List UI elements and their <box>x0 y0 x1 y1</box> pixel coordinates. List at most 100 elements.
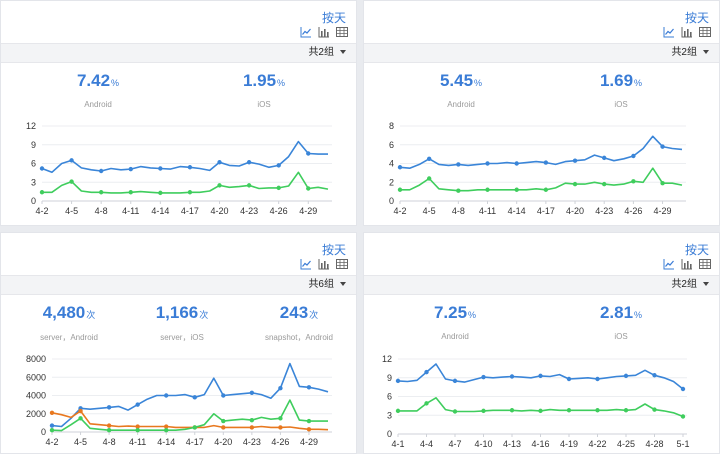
data-point[interactable] <box>680 414 686 419</box>
data-point[interactable] <box>39 190 45 195</box>
data-point[interactable] <box>424 401 429 406</box>
data-point[interactable] <box>78 416 83 421</box>
data-point[interactable] <box>397 187 403 192</box>
table-icon[interactable] <box>336 26 348 38</box>
data-point[interactable] <box>164 393 169 398</box>
data-point[interactable] <box>538 373 543 379</box>
data-point[interactable] <box>192 395 197 400</box>
data-point[interactable] <box>543 187 549 192</box>
data-point[interactable] <box>572 158 578 163</box>
data-point[interactable] <box>49 410 55 416</box>
data-point[interactable] <box>135 427 140 433</box>
data-point[interactable] <box>135 402 140 407</box>
data-point[interactable] <box>538 408 543 414</box>
data-point[interactable] <box>514 187 519 192</box>
data-point[interactable] <box>164 424 169 429</box>
data-point[interactable] <box>652 373 657 378</box>
data-point[interactable] <box>481 374 486 380</box>
data-point[interactable] <box>135 424 140 429</box>
data-point[interactable] <box>426 156 432 162</box>
data-point[interactable] <box>306 427 312 432</box>
table-icon[interactable] <box>699 26 711 38</box>
data-point[interactable] <box>602 181 607 187</box>
data-point[interactable] <box>395 408 401 414</box>
data-point[interactable] <box>395 378 401 384</box>
data-point[interactable] <box>660 144 665 149</box>
data-point[interactable] <box>278 416 283 421</box>
table-icon[interactable] <box>336 258 348 270</box>
data-point[interactable] <box>187 165 193 170</box>
line-chart-icon[interactable] <box>300 26 312 38</box>
group-dropdown[interactable]: 共6组 <box>308 278 346 292</box>
data-point[interactable] <box>306 418 312 424</box>
data-point[interactable] <box>158 166 163 171</box>
data-point[interactable] <box>217 183 222 188</box>
line-chart-icon[interactable] <box>663 26 675 38</box>
data-point[interactable] <box>306 385 312 390</box>
data-point[interactable] <box>456 188 461 193</box>
data-point[interactable] <box>680 386 686 392</box>
data-point[interactable] <box>452 409 458 414</box>
by-day-toggle[interactable]: 按天 <box>684 11 709 25</box>
data-point[interactable] <box>306 186 311 191</box>
data-point[interactable] <box>164 427 169 433</box>
bar-chart-icon[interactable] <box>318 26 330 38</box>
data-point[interactable] <box>566 376 572 382</box>
data-point[interactable] <box>426 176 432 181</box>
by-day-toggle[interactable]: 按天 <box>321 11 346 25</box>
data-point[interactable] <box>278 386 283 391</box>
line-chart-icon[interactable] <box>300 258 312 270</box>
data-point[interactable] <box>631 179 636 184</box>
bar-chart-icon[interactable] <box>681 26 693 38</box>
data-point[interactable] <box>595 408 600 413</box>
data-point[interactable] <box>481 408 486 414</box>
data-point[interactable] <box>39 166 45 171</box>
data-point[interactable] <box>249 417 255 423</box>
data-point[interactable] <box>69 158 74 163</box>
data-point[interactable] <box>249 390 255 395</box>
data-point[interactable] <box>221 393 226 398</box>
data-point[interactable] <box>278 425 283 430</box>
data-point[interactable] <box>246 160 252 165</box>
data-point[interactable] <box>660 180 665 186</box>
group-dropdown[interactable]: 共2组 <box>671 278 709 292</box>
data-point[interactable] <box>192 425 197 430</box>
data-point[interactable] <box>514 161 519 166</box>
data-point[interactable] <box>49 423 55 428</box>
data-point[interactable] <box>106 427 112 433</box>
data-point[interactable] <box>221 418 226 424</box>
group-dropdown[interactable]: 共2组 <box>308 46 346 60</box>
bar-chart-icon[interactable] <box>681 258 693 270</box>
data-point[interactable] <box>276 185 281 191</box>
table-icon[interactable] <box>699 258 711 270</box>
data-point[interactable] <box>306 151 311 156</box>
data-point[interactable] <box>128 190 133 195</box>
data-point[interactable] <box>78 408 83 414</box>
data-point[interactable] <box>397 165 403 170</box>
data-point[interactable] <box>509 408 515 413</box>
group-dropdown[interactable]: 共2组 <box>671 46 709 60</box>
data-point[interactable] <box>572 181 578 187</box>
data-point[interactable] <box>98 168 104 174</box>
data-point[interactable] <box>187 190 193 195</box>
data-point[interactable] <box>595 376 600 382</box>
data-point[interactable] <box>485 187 490 192</box>
data-point[interactable] <box>652 407 657 412</box>
data-point[interactable] <box>456 162 461 167</box>
data-point[interactable] <box>452 378 458 384</box>
data-point[interactable] <box>566 408 572 413</box>
data-point[interactable] <box>128 166 133 172</box>
data-point[interactable] <box>424 369 429 375</box>
data-point[interactable] <box>217 160 222 165</box>
data-point[interactable] <box>276 163 281 168</box>
data-point[interactable] <box>485 161 490 166</box>
data-point[interactable] <box>509 374 515 379</box>
data-point[interactable] <box>631 153 636 159</box>
data-point[interactable] <box>246 183 252 188</box>
data-point[interactable] <box>623 408 629 413</box>
by-day-toggle[interactable]: 按天 <box>684 243 709 257</box>
data-point[interactable] <box>106 405 112 410</box>
data-point[interactable] <box>69 179 74 184</box>
data-point[interactable] <box>249 425 255 430</box>
data-point[interactable] <box>623 373 629 379</box>
